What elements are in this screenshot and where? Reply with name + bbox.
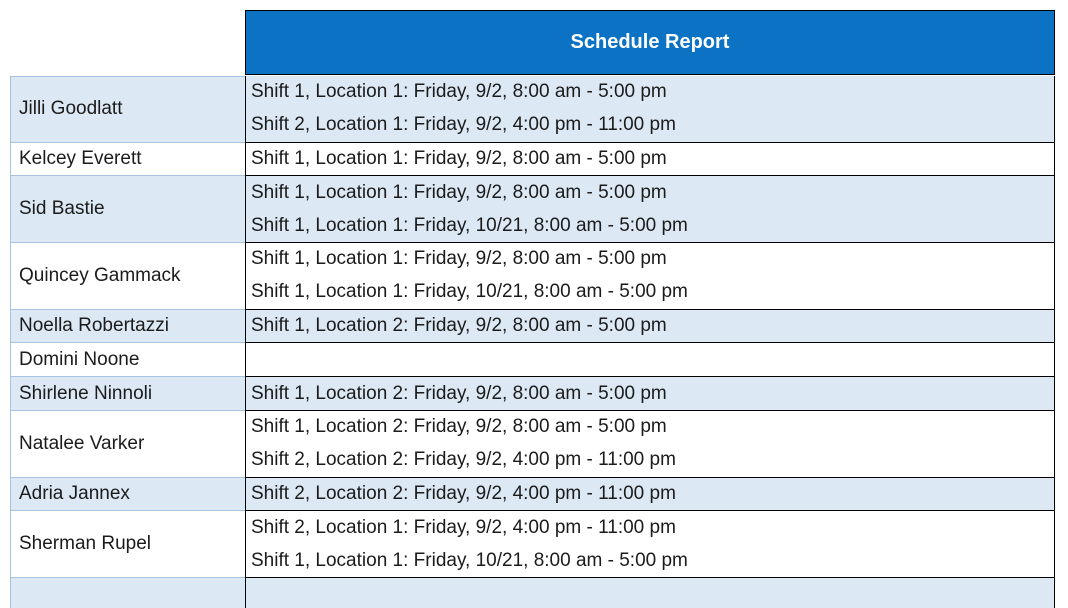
shift-entry: Shift 2, Location 1: Friday, 9/2, 4:00 p… — [251, 516, 676, 538]
table-row-partial — [10, 577, 1055, 608]
employee-name: Kelcey Everett — [19, 147, 142, 169]
shift-entry: Shift 1, Location 1: Friday, 9/2, 8:00 a… — [251, 248, 667, 270]
employee-name: Jilli Goodlatt — [19, 98, 123, 120]
table-row: Kelcey Everett Shift 1, Location 1: Frid… — [10, 142, 1055, 177]
employee-name-cell[interactable]: Shirlene Ninnoli — [10, 377, 245, 411]
table-row: Sid Bastie Shift 1, Location 1: Friday, … — [10, 176, 1055, 243]
schedule-cell[interactable]: Shift 1, Location 2: Friday, 9/2, 8:00 a… — [245, 309, 1055, 344]
shift-entry: Shift 2, Location 2: Friday, 9/2, 4:00 p… — [251, 482, 676, 504]
table-row: Quincey Gammack Shift 1, Location 1: Fri… — [10, 242, 1055, 310]
table-title: Schedule Report — [570, 31, 730, 53]
schedule-cell[interactable]: Shift 1, Location 2: Friday, 9/2, 8:00 a… — [245, 377, 1055, 411]
employee-name-cell[interactable]: Adria Jannex — [10, 477, 245, 512]
schedule-cell[interactable]: Shift 1, Location 2: Friday, 9/2, 8:00 a… — [245, 410, 1055, 478]
employee-name-cell[interactable]: Sherman Rupel — [10, 511, 245, 578]
employee-name-cell[interactable]: Quincey Gammack — [10, 242, 245, 310]
schedule-cell[interactable]: Shift 1, Location 1: Friday, 9/2, 8:00 a… — [245, 242, 1055, 310]
shift-entry: Shift 1, Location 2: Friday, 9/2, 8:00 a… — [251, 314, 667, 336]
shift-entry: Shift 1, Location 2: Friday, 9/2, 8:00 a… — [251, 382, 667, 404]
schedule-cell[interactable] — [245, 343, 1055, 378]
employee-name-cell[interactable]: Noella Robertazzi — [10, 309, 245, 344]
shift-entry: Shift 1, Location 1: Friday, 10/21, 8:00… — [251, 549, 688, 571]
schedule-cell[interactable]: Shift 1, Location 1: Friday, 9/2, 8:00 a… — [245, 176, 1055, 243]
employee-name-cell[interactable] — [10, 577, 245, 608]
table-row: Noella Robertazzi Shift 1, Location 2: F… — [10, 309, 1055, 344]
table-header-cell[interactable]: Schedule Report — [245, 10, 1055, 75]
table-row: Shirlene Ninnoli Shift 1, Location 2: Fr… — [10, 377, 1055, 411]
employee-name: Noella Robertazzi — [19, 314, 169, 336]
schedule-cell[interactable] — [245, 577, 1055, 608]
shift-entry: Shift 1, Location 1: Friday, 10/21, 8:00… — [251, 281, 688, 303]
table-row: Adria Jannex Shift 2, Location 2: Friday… — [10, 477, 1055, 512]
table-row: Domini Noone — [10, 343, 1055, 378]
table-row: Natalee Varker Shift 1, Location 2: Frid… — [10, 410, 1055, 478]
table-row: Sherman Rupel Shift 2, Location 1: Frida… — [10, 511, 1055, 578]
employee-name: Sid Bastie — [19, 198, 105, 220]
shift-entry: Shift 1, Location 1: Friday, 9/2, 8:00 a… — [251, 147, 667, 169]
schedule-cell[interactable]: Shift 1, Location 1: Friday, 9/2, 8:00 a… — [245, 142, 1055, 177]
employee-name-cell[interactable]: Natalee Varker — [10, 410, 245, 478]
employee-name: Quincey Gammack — [19, 264, 181, 286]
employee-name: Sherman Rupel — [19, 533, 152, 555]
shift-entry: Shift 2, Location 1: Friday, 9/2, 4:00 p… — [251, 114, 676, 136]
shift-entry: Shift 1, Location 1: Friday, 9/2, 8:00 a… — [251, 81, 667, 103]
table-row: Jilli Goodlatt Shift 1, Location 1: Frid… — [10, 76, 1055, 143]
shift-entry: Shift 2, Location 2: Friday, 9/2, 4:00 p… — [251, 449, 676, 471]
employee-name-cell[interactable]: Domini Noone — [10, 343, 245, 378]
employee-name: Adria Jannex — [19, 482, 130, 504]
shift-entry: Shift 1, Location 2: Friday, 9/2, 8:00 a… — [251, 416, 667, 438]
table-body: Jilli Goodlatt Shift 1, Location 1: Frid… — [10, 76, 1055, 608]
employee-name: Domini Noone — [19, 348, 140, 370]
shift-entry: Shift 1, Location 1: Friday, 10/21, 8:00… — [251, 214, 688, 236]
employee-name: Shirlene Ninnoli — [19, 382, 153, 404]
employee-name-cell[interactable]: Jilli Goodlatt — [10, 76, 245, 143]
schedule-cell[interactable]: Shift 2, Location 2: Friday, 9/2, 4:00 p… — [245, 477, 1055, 512]
employee-name: Natalee Varker — [19, 432, 145, 454]
schedule-cell[interactable]: Shift 2, Location 1: Friday, 9/2, 4:00 p… — [245, 511, 1055, 578]
employee-name-cell[interactable]: Kelcey Everett — [10, 142, 245, 177]
shift-entry: Shift 1, Location 1: Friday, 9/2, 8:00 a… — [251, 181, 667, 203]
employee-name-cell[interactable]: Sid Bastie — [10, 176, 245, 243]
schedule-cell[interactable]: Shift 1, Location 1: Friday, 9/2, 8:00 a… — [245, 76, 1055, 143]
